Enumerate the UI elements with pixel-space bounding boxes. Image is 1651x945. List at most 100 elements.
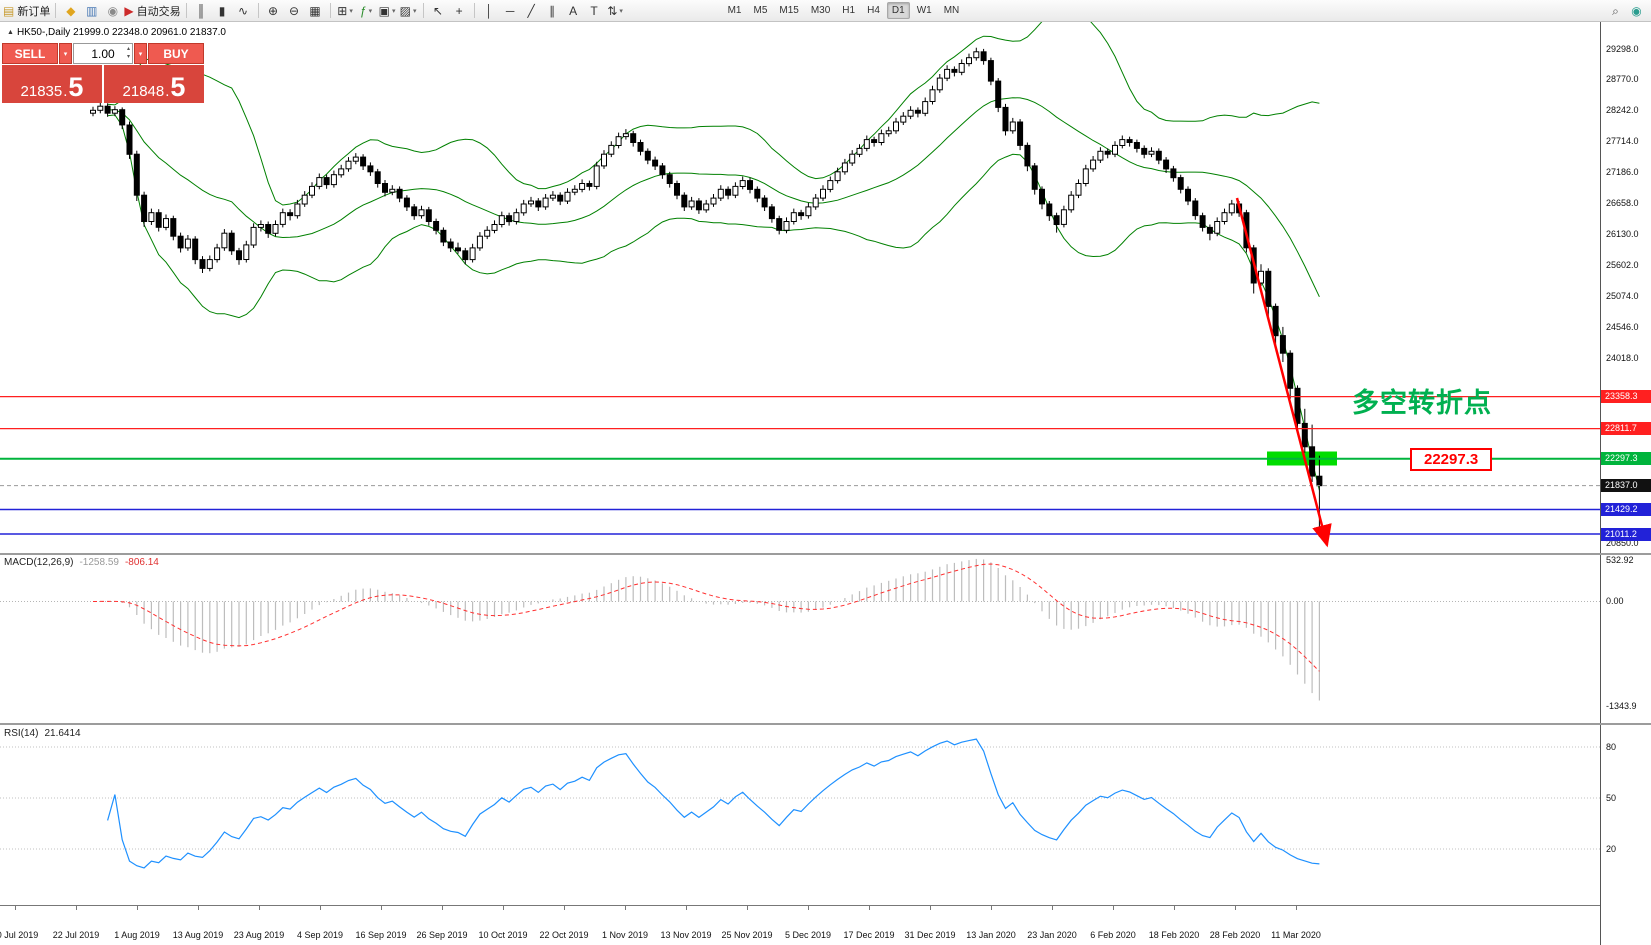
price-line-label: 22811.7 [1601, 422, 1651, 436]
timeframe-mn[interactable]: MN [943, 5, 960, 16]
time-axis-tick [76, 906, 77, 910]
community-icon-button[interactable]: ◉ [1627, 2, 1646, 20]
signal-icon-icon: ◉ [107, 3, 119, 18]
price-callout-label: 22297.3 [1410, 448, 1493, 471]
time-axis-label: 10 Oct 2019 [478, 930, 528, 940]
timeframe-w1[interactable]: W1 [916, 5, 932, 16]
timeframe-m1[interactable]: M1 [727, 5, 742, 16]
indicators-button[interactable]: ƒ ▾ [357, 2, 376, 20]
zoom-in-icon: ⊕ [268, 3, 279, 18]
timeframe-d1[interactable]: D1 [886, 2, 910, 19]
search-icon-icon: ⌕ [1612, 4, 1619, 18]
rsi-indicator-title: RSI(14) 21.6414 [4, 728, 81, 739]
price-scale[interactable]: 29298.0 28770.0 28242.0 27714.0 27186.0 26658… [1600, 22, 1651, 945]
time-axis-label: 22 Oct 2019 [539, 930, 589, 940]
time-axis-label: 23 Jan 2020 [1027, 930, 1077, 940]
chevron-down-icon: ▾ [619, 7, 623, 15]
text-button[interactable]: A [564, 2, 583, 20]
timeframe-h4[interactable]: H4 [867, 5, 880, 16]
time-axis-tick [869, 906, 870, 910]
volume-spinner[interactable]: ▴ ▾ [127, 45, 130, 61]
timeframe-m5[interactable]: M5 [753, 5, 768, 16]
price-line-label: 23358.3 [1601, 390, 1651, 404]
templates-button[interactable]: ▨ ▾ [399, 2, 418, 20]
sound-icon-button[interactable]: ◆ [61, 2, 80, 20]
time-axis-label: 1 Aug 2019 [114, 930, 160, 940]
time-axis-label: 5 Dec 2019 [784, 930, 832, 940]
time-axis-label: 18 Feb 2020 [1148, 930, 1200, 940]
indicators-icon: ƒ [359, 3, 367, 18]
buy-dropdown-icon[interactable]: ▾ [134, 43, 147, 64]
new-order-button[interactable]: ▤ 新订单 [3, 2, 50, 20]
candlestick-chart-button[interactable]: ▮ [213, 2, 232, 20]
sell-button[interactable]: SELL [2, 43, 58, 64]
panel-separator[interactable] [0, 553, 1651, 555]
time-axis-label: 22 Jul 2019 [52, 930, 100, 940]
new-order-button-label: 新订单 [17, 5, 51, 18]
channel-button[interactable]: ∥ [543, 2, 562, 20]
time-axis-label: 17 Dec 2019 [843, 930, 895, 940]
grid-button[interactable]: ▦ [306, 2, 325, 20]
timeframe-m15[interactable]: M15 [779, 5, 799, 16]
timeframe-toolbar: M1 M5 M15 M30 H1 H4 D1 W1 MN [722, 2, 966, 19]
time-axis-tick [991, 906, 992, 910]
time-axis-tick [320, 906, 321, 910]
macd-main-value: -1258.59 [79, 557, 119, 568]
search-icon-button[interactable]: ⌕ [1606, 2, 1625, 20]
buy-button[interactable]: BUY [148, 43, 204, 64]
price-axis-tick: 25602.0 [1606, 259, 1639, 270]
bar-chart-icon: ║ [196, 3, 206, 18]
tile-windows-button[interactable]: ⊞ ▾ [336, 2, 355, 20]
trendline-icon: ╱ [527, 3, 535, 18]
chart-profile-button[interactable]: ▥ [82, 2, 101, 20]
time-axis-label: 6 Feb 2020 [1090, 930, 1136, 940]
horizontal-line-button[interactable]: ─ [501, 2, 520, 20]
price-axis-tick: 27186.0 [1606, 167, 1639, 178]
timeframe-m30[interactable]: M30 [810, 5, 831, 16]
sell-dropdown-icon[interactable]: ▾ [59, 43, 72, 64]
time-axis-label: 16 Sep 2019 [355, 930, 407, 940]
buy-price-main: 21848 [122, 83, 165, 100]
timeframe-h1[interactable]: H1 [842, 5, 856, 16]
time-axis-tick [15, 906, 16, 910]
cursor-icon: ↖ [433, 3, 444, 18]
signal-icon-button[interactable]: ◉ [103, 2, 122, 20]
spinner-up-icon[interactable]: ▴ [126, 46, 130, 52]
text-label-button[interactable]: T [585, 2, 604, 20]
spinner-down-icon[interactable]: ▾ [126, 54, 130, 60]
cursor-button[interactable]: ↖ [429, 2, 448, 20]
auto-trading-button[interactable]: ▶ 自动交易 [124, 2, 180, 20]
sell-price-button[interactable]: 21835. 5 [2, 65, 102, 103]
chevron-down-icon: ▾ [368, 7, 373, 15]
text-icon: A [569, 3, 578, 18]
new-order-icon: ▤ [3, 3, 15, 18]
volume-input[interactable]: 1.00 ▴ ▾ [73, 43, 133, 64]
crosshair-button[interactable]: + [450, 2, 469, 20]
zoom-out-button[interactable]: ⊖ [285, 2, 304, 20]
chevron-down-icon: ▾ [349, 7, 353, 15]
chart-symbol-title: ▲ HK50-,Daily 21999.0 22348.0 20961.0 218… [7, 27, 226, 38]
price-axis-tick: 26130.0 [1606, 228, 1639, 239]
time-axis[interactable]: 10 Jul 2019 22 Jul 2019 1 Aug 2019 13 Aug 2… [0, 905, 1600, 945]
time-axis-label: 28 Feb 2020 [1209, 930, 1261, 940]
line-chart-icon: ∿ [238, 3, 249, 18]
trendline-button[interactable]: ╱ [522, 2, 541, 20]
buy-price-button[interactable]: 21848. 5 [104, 65, 204, 103]
toolbar-separator [55, 3, 57, 18]
line-chart-button[interactable]: ∿ [234, 2, 253, 20]
arrows-button[interactable]: ⇅ ▾ [606, 2, 625, 20]
time-axis-tick [1113, 906, 1114, 910]
expand-icon[interactable]: ▲ [7, 29, 14, 36]
vertical-line-button[interactable]: │ [480, 2, 499, 20]
time-axis-tick [442, 906, 443, 910]
channel-icon: ∥ [549, 3, 556, 18]
bar-chart-button[interactable]: ║ [192, 2, 211, 20]
main-toolbar: ▤ 新订单 ◆ ▥ ◉ ▶ 自动交易 ║ ▮ ∿ ⊕ ⊖ ▦ ⊞ ▾ ƒ ▾ ▣ ▾ ▨ ▾ ↖ + │ ─ ╱ ∥ A T ⇅ ▾ M1 M5… [0, 0, 1651, 22]
zoom-in-button[interactable]: ⊕ [264, 2, 283, 20]
price-axis-tick: 24546.0 [1606, 321, 1639, 332]
time-axis-label: 13 Aug 2019 [172, 930, 224, 940]
periods-button[interactable]: ▣ ▾ [378, 2, 397, 20]
panel-separator[interactable] [0, 723, 1651, 725]
